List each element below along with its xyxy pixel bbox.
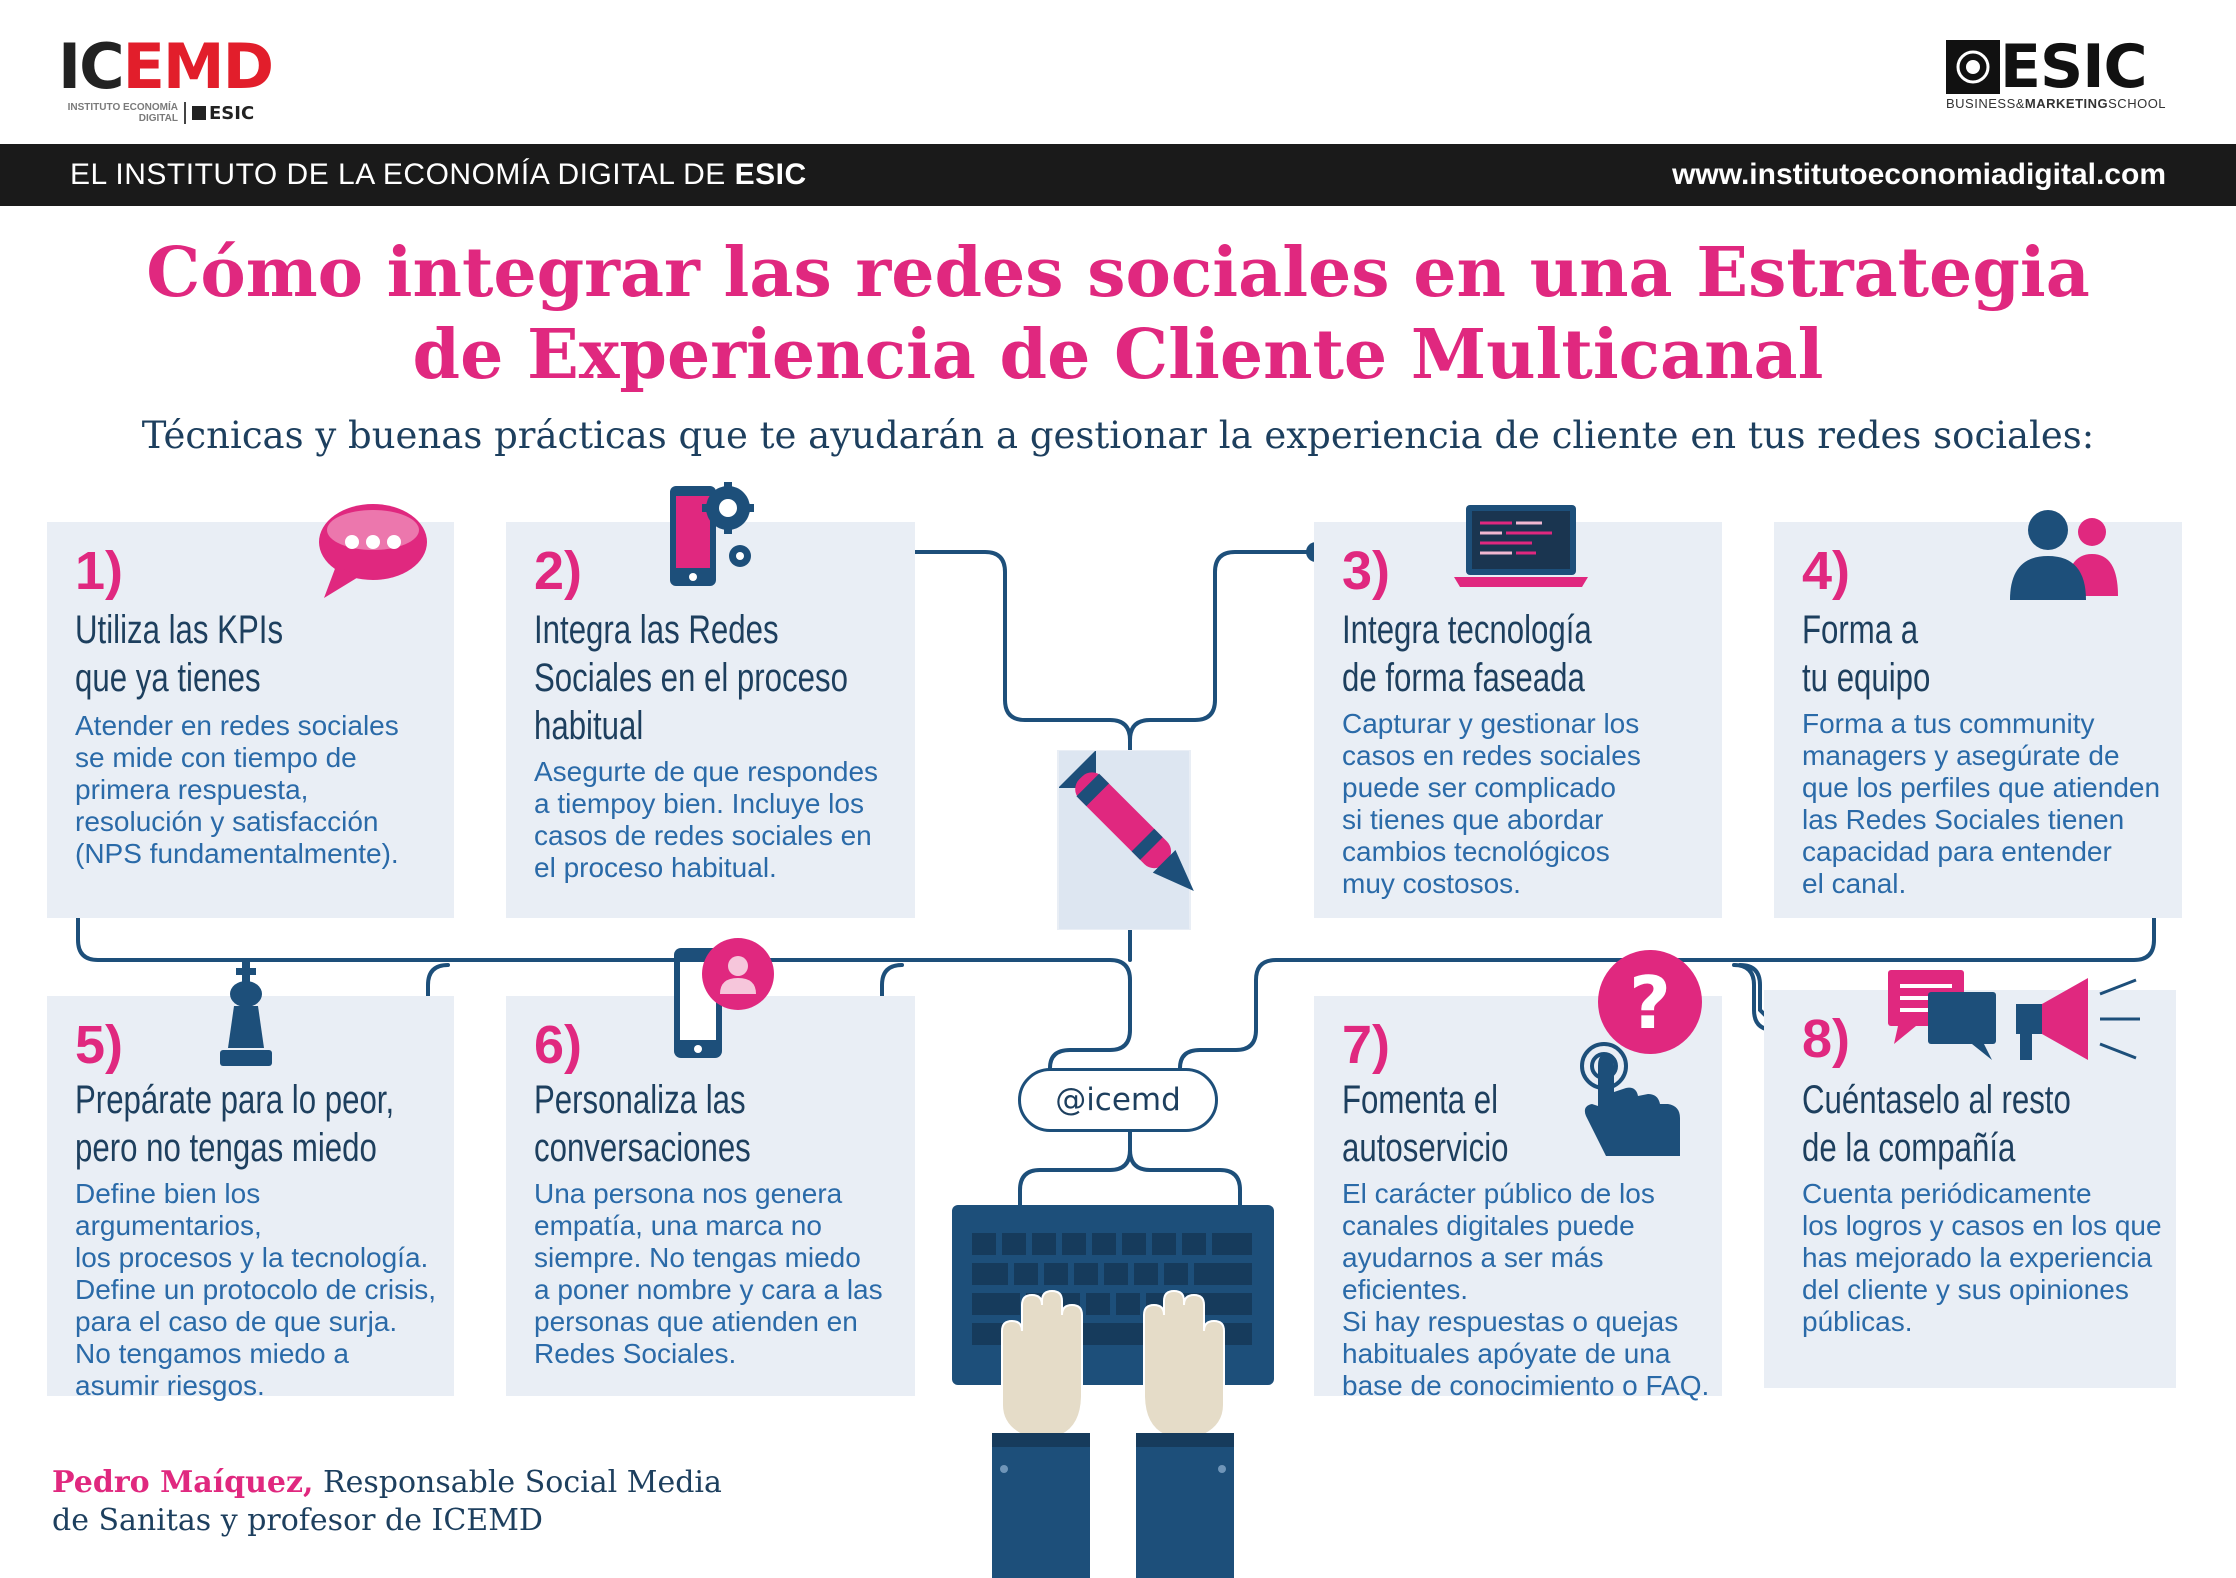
card-3: 3) Integra tecnología de forma faseada Ca… bbox=[1314, 522, 1722, 918]
card-3-heading: Integra tecnología de forma faseada bbox=[1342, 608, 1592, 700]
card-2: 2) Integra las Redes Sociales en el proce… bbox=[506, 522, 915, 918]
question-hand-icon: ? bbox=[1580, 950, 1702, 1156]
megaphone-icon bbox=[1888, 970, 2140, 1060]
card-8: 8) Cuéntaselo al resto de la compañía Cue… bbox=[1764, 990, 2176, 1388]
card-2-body: Asegurte de que respondes a tiempoy bien.… bbox=[534, 756, 879, 883]
phone-user-icon bbox=[674, 938, 774, 1058]
chat-bubble-icon bbox=[319, 504, 427, 598]
page-title: Cómo integrar las redes sociales en una … bbox=[146, 233, 2090, 395]
svg-text:?: ? bbox=[1629, 961, 1671, 1045]
card-1-heading: Utiliza las KPIs que ya tienes bbox=[75, 608, 284, 700]
card-6-heading: Personaliza las conversaciones bbox=[534, 1078, 751, 1170]
card-1-body: Atender en redes sociales se mide con tie… bbox=[75, 710, 399, 869]
institute-label: EL INSTITUTO DE LA ECONOMÍA DIGITAL DE E… bbox=[70, 158, 807, 191]
card-8-heading: Cuéntaselo al resto de la compañía bbox=[1802, 1078, 2071, 1170]
author-credit: Pedro Maíquez, Responsable Social Media … bbox=[52, 1465, 722, 1538]
card-1: 1) Utiliza las KPIs que ya tienes Atender… bbox=[47, 522, 454, 918]
icemd-handle[interactable]: @icemd bbox=[1018, 1068, 1218, 1132]
card-4-heading: Forma a tu equipo bbox=[1802, 608, 1931, 700]
laptop-icon bbox=[1454, 505, 1588, 587]
team-icon bbox=[2010, 510, 2118, 600]
keyboard-icon bbox=[952, 1205, 1274, 1578]
card-7-heading: Fomenta el autoservicio bbox=[1342, 1078, 1509, 1170]
card-4-body: Forma a tus community managers y asegúrat… bbox=[1802, 708, 2161, 899]
card-7-body: El carácter público de los canales digita… bbox=[1342, 1178, 1710, 1401]
card-2-heading: Integra las Redes Sociales en el proceso h… bbox=[534, 608, 848, 748]
card-6-body: Una persona nos genera empatía, una marca… bbox=[534, 1178, 883, 1369]
esic-logo: ESIC BUSINESS&MARKETINGSCHOOL bbox=[1946, 32, 2167, 111]
esic-seal-icon bbox=[1946, 40, 2000, 94]
chess-king-icon bbox=[220, 962, 272, 1066]
card-6: 6) Personaliza las conversaciones Una per… bbox=[506, 996, 915, 1396]
card-3-body: Capturar y gestionar los casos en redes s… bbox=[1342, 708, 1641, 899]
card-8-body: Cuenta periódicamente los logros y casos … bbox=[1802, 1178, 2162, 1337]
page-subtitle: Técnicas y buenas prácticas que te ayuda… bbox=[141, 414, 2095, 457]
icemd-logo: ICEMD INSTITUTO ECONOMÍA DIGITAL ESIC bbox=[58, 30, 274, 124]
document-pen-icon bbox=[1057, 750, 1194, 930]
card-7: 7) Fomenta el autoservicio El carácter pú… bbox=[1314, 996, 1722, 1401]
card-5-body: Define bien los argumentarios, los proces… bbox=[75, 1178, 437, 1401]
website-link[interactable]: www.institutoeconomiadigital.com bbox=[1672, 158, 2166, 191]
card-5-heading: Prepárate para lo peor, pero no tengas mi… bbox=[75, 1078, 395, 1170]
phone-gear-icon bbox=[670, 482, 754, 586]
top-banner: EL INSTITUTO DE LA ECONOMÍA DIGITAL DE E… bbox=[0, 144, 2236, 206]
